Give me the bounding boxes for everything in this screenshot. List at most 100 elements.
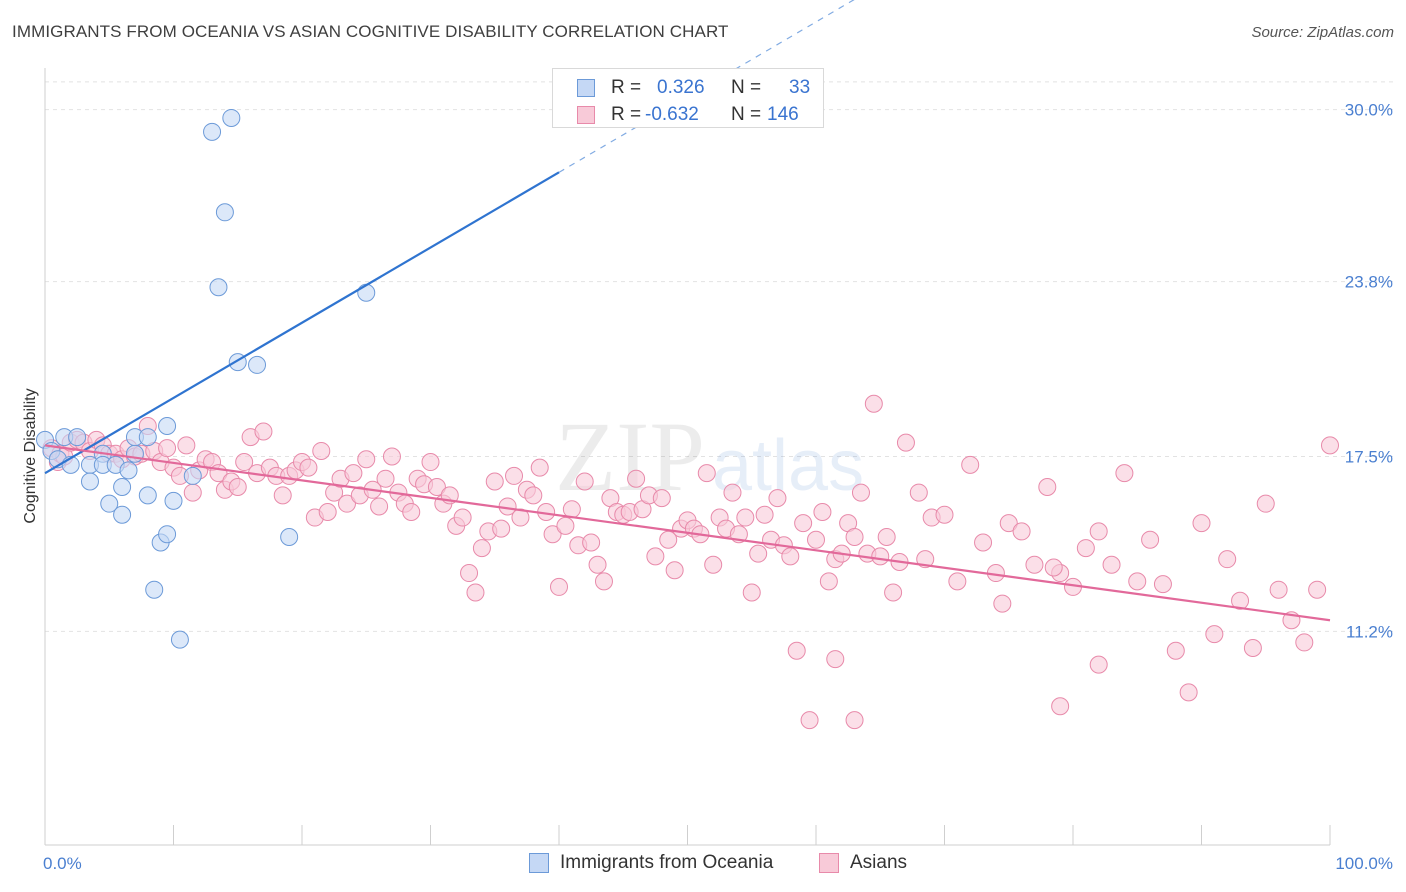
- data-point: [736, 508, 755, 527]
- y-tick-label: 11.2%: [1346, 622, 1393, 641]
- data-point: [851, 483, 870, 502]
- data-point: [1243, 638, 1262, 657]
- data-point: [119, 461, 138, 480]
- data-point: [813, 503, 832, 521]
- data-point: [183, 466, 202, 485]
- data-point: [665, 561, 684, 580]
- data-point: [280, 527, 299, 546]
- legend-r-value: 0.326: [657, 77, 705, 98]
- data-point: [652, 489, 671, 508]
- data-point: [1044, 558, 1063, 577]
- data-point: [909, 483, 928, 502]
- data-point: [402, 503, 421, 521]
- data-point: [382, 447, 401, 466]
- data-point: [113, 478, 132, 497]
- data-point: [1321, 436, 1339, 455]
- data-point: [215, 203, 234, 222]
- legend-row-oceania: R = 0.326 N = 33: [553, 73, 823, 101]
- data-point: [1128, 572, 1147, 591]
- trend-line-asians: [44, 444, 1331, 622]
- y-tick-label: 30.0%: [1345, 101, 1393, 120]
- legend-n-label: N =: [731, 77, 762, 98]
- data-point: [961, 455, 980, 474]
- data-point: [183, 483, 202, 502]
- data-point: [524, 486, 543, 505]
- chart-title: IMMIGRANTS FROM OCEANIA VS ASIAN COGNITI…: [12, 22, 729, 41]
- data-point: [427, 478, 446, 497]
- data-point: [530, 458, 549, 477]
- data-point: [460, 564, 479, 583]
- y-axis-label: Cognitive Disability: [22, 388, 39, 523]
- data-point: [768, 489, 787, 508]
- data-point: [170, 630, 189, 649]
- data-point: [627, 469, 646, 488]
- data-point: [337, 494, 356, 513]
- data-point: [273, 486, 292, 505]
- data-point: [896, 433, 915, 452]
- data-point: [1218, 550, 1237, 569]
- legend-n-value: 33: [789, 77, 811, 98]
- data-point: [344, 464, 363, 483]
- data-point: [1038, 478, 1057, 497]
- data-point: [421, 453, 440, 472]
- data-point: [916, 550, 935, 569]
- data-point: [68, 428, 87, 447]
- data-point: [749, 544, 768, 563]
- y-tick-label: 23.8%: [1345, 273, 1393, 292]
- data-point: [370, 497, 389, 516]
- data-point: [1256, 494, 1275, 513]
- data-point: [884, 583, 903, 602]
- data-point: [209, 278, 228, 297]
- bottom-legend-label-oceania: Immigrants from Oceania: [560, 852, 774, 873]
- data-point: [1166, 641, 1185, 660]
- data-point: [1153, 575, 1172, 594]
- data-point: [485, 472, 504, 491]
- data-point: [742, 583, 761, 602]
- data-point: [723, 483, 742, 502]
- data-point: [948, 572, 967, 591]
- data-point: [800, 711, 819, 730]
- data-point: [877, 527, 896, 546]
- data-point: [222, 108, 241, 127]
- x-tick-label-min: 0.0%: [43, 854, 82, 873]
- data-point: [505, 466, 524, 485]
- data-point: [582, 533, 601, 552]
- data-point: [826, 650, 845, 669]
- data-point: [755, 505, 774, 524]
- data-point: [871, 547, 890, 566]
- data-point: [845, 527, 864, 546]
- data-point: [138, 486, 157, 505]
- data-point: [1051, 697, 1070, 716]
- data-point: [1089, 522, 1108, 541]
- data-point: [1269, 580, 1288, 599]
- trend-lines: [44, 0, 1331, 622]
- legend-n-label: N =: [731, 104, 762, 125]
- data-point: [1295, 633, 1314, 652]
- asians-points: [42, 394, 1339, 730]
- data-point: [935, 505, 954, 524]
- data-point: [787, 641, 806, 660]
- watermark: ZIP atlas: [555, 401, 864, 512]
- data-point: [864, 394, 883, 413]
- legend-row-asians: R = -0.632 N = 146: [553, 100, 823, 128]
- oceania-points: [36, 108, 376, 649]
- bottom-legend-swatch-oceania: [529, 853, 549, 873]
- data-point: [318, 503, 337, 521]
- data-point: [158, 416, 177, 435]
- data-point: [1115, 464, 1134, 483]
- data-point: [1231, 591, 1250, 610]
- data-point: [357, 283, 376, 302]
- bottom-legend-label-asians: Asians: [850, 852, 908, 873]
- trend-line-oceania: [44, 171, 560, 475]
- data-point: [1012, 522, 1031, 541]
- data-point: [466, 583, 485, 602]
- data-point: [248, 355, 267, 374]
- data-point: [472, 539, 491, 558]
- data-point: [819, 572, 838, 591]
- legend-swatch-asians: [577, 106, 595, 124]
- data-point: [556, 516, 575, 535]
- data-point: [999, 514, 1018, 533]
- data-point: [203, 122, 222, 141]
- data-point: [100, 494, 119, 513]
